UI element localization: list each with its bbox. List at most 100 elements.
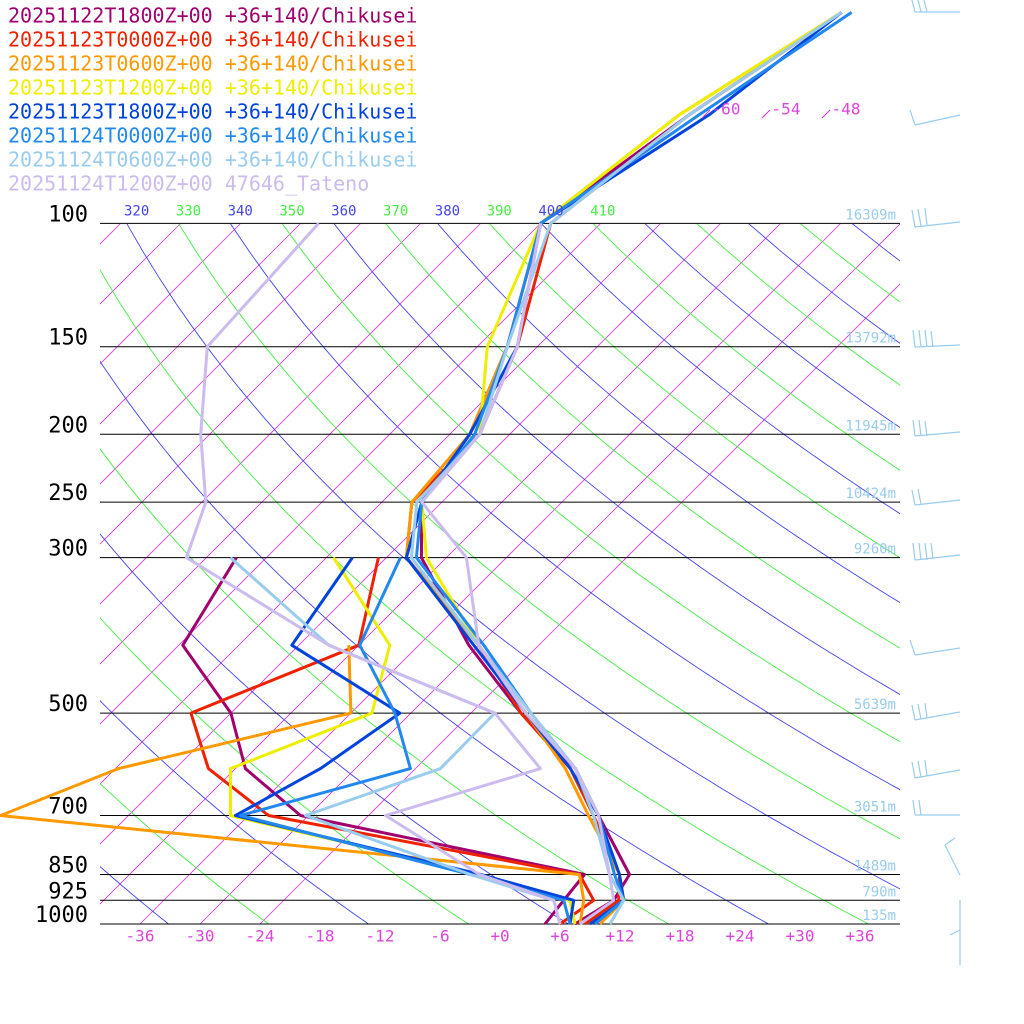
dry-adiabat	[592, 224, 900, 471]
wind-barb	[909, 639, 961, 656]
height-label: 135m	[862, 908, 896, 924]
height-label: 11945m	[845, 418, 896, 434]
isotherm	[100, 224, 601, 725]
legend-entry: 20251123T1800Z+00 +36+140/Chikusei	[8, 100, 417, 124]
temperature-line	[420, 223, 616, 926]
dry-adiabat	[541, 224, 900, 515]
y-tick-label: 850	[48, 854, 88, 879]
legend-entry: 20251123T1200Z+00 +36+140/Chikusei	[8, 76, 417, 100]
x-tick-label: -12	[366, 927, 395, 946]
profiles	[0, 11, 853, 926]
adiabat-label: 320	[124, 203, 149, 219]
dewpoint-line	[0, 645, 586, 925]
dry-adiabat	[851, 224, 900, 262]
dry-adiabat	[100, 360, 769, 924]
adiabat-label: 410	[590, 203, 615, 219]
isotherm	[199, 224, 900, 924]
wind-barb	[911, 207, 961, 228]
dry-adiabat	[100, 448, 669, 924]
x-tick-label: +6	[550, 927, 569, 946]
isotherm	[100, 224, 661, 785]
legend-entry: 20251123T0000Z+00 +36+140/Chikusei	[8, 28, 417, 52]
adiabat-label: 330	[176, 203, 201, 219]
x-tick-label: +36	[846, 927, 875, 946]
isotherm-label: -60	[712, 100, 741, 119]
wind-barb	[944, 837, 961, 876]
y-tick-label: 200	[48, 413, 88, 438]
y-tick-label: 300	[48, 537, 88, 562]
y-tick-label: 700	[48, 794, 88, 819]
wind-barb	[911, 488, 961, 506]
x-tick-label: -6	[430, 927, 449, 946]
dewpoint-line	[181, 556, 586, 925]
height-label: 3051m	[854, 799, 896, 815]
height-label: 5639m	[854, 697, 896, 713]
adiabat-label: 370	[383, 203, 408, 219]
dry-adiabat	[696, 224, 900, 386]
wind-barb	[911, 0, 960, 13]
dry-adiabat	[385, 224, 900, 649]
legend-entry: 20251124T0600Z+00 +36+140/Chikusei	[8, 148, 417, 172]
isotherm	[100, 224, 241, 365]
adiabat-label: 340	[228, 203, 253, 219]
height-label: 13792m	[845, 331, 896, 347]
isotherm	[100, 224, 361, 485]
adiabat-label: 400	[538, 203, 563, 219]
height-label: 1489m	[854, 859, 896, 875]
y-tick-label: 925	[48, 879, 88, 904]
y-tick-label: 500	[48, 692, 88, 717]
dry-adiabat	[904, 223, 1024, 924]
adiabat-label: 350	[279, 203, 304, 219]
height-label: 790m	[862, 884, 896, 900]
legend-entry: 20251124T1200Z+00 47646_Tateno	[8, 172, 369, 196]
height-label: 10424m	[845, 486, 896, 502]
temperature-line	[414, 11, 853, 926]
wind-barb	[911, 759, 961, 779]
dry-adiabat	[748, 224, 900, 344]
temperature-line	[404, 11, 843, 926]
isotherm-tick	[701, 109, 711, 119]
wind-barb	[912, 542, 961, 561]
dry-adiabat	[489, 224, 900, 559]
y-tick-label: 1000	[35, 903, 88, 928]
dry-adiabat	[800, 224, 900, 303]
wind-barb	[912, 799, 960, 816]
x-tick-label: -30	[186, 927, 215, 946]
legend-entry: 20251123T0600Z+00 +36+140/Chikusei	[8, 52, 417, 76]
dewpoint-line	[229, 556, 562, 925]
dry-adiabat	[955, 223, 1024, 924]
temperature-line	[404, 11, 843, 926]
wind-barb	[949, 900, 961, 965]
x-tick-label: +30	[786, 927, 815, 946]
dewpoint-line	[184, 222, 562, 925]
x-tick-label: -24	[246, 927, 275, 946]
dry-adiabat	[437, 224, 900, 604]
x-tick-label: -18	[306, 927, 335, 946]
dry-adiabat	[644, 224, 900, 428]
x-tick-label: +24	[726, 927, 755, 946]
isotherm	[100, 224, 421, 545]
x-tick-label: +0	[490, 927, 509, 946]
dewpoint-line	[239, 556, 572, 925]
y-tick-label: 250	[48, 481, 88, 506]
height-label: 16309m	[845, 207, 896, 223]
y-tick-label: 150	[48, 326, 88, 351]
height-label: 9260m	[854, 542, 896, 558]
wind-barb	[912, 419, 961, 437]
x-tick-label: +18	[666, 927, 695, 946]
dewpoint-line	[189, 557, 596, 926]
legend-entry: 20251124T0000Z+00 +36+140/Chikusei	[8, 124, 417, 148]
isotherm	[259, 283, 900, 924]
y-tick-label: 100	[48, 202, 88, 227]
labels: 320 330 340 350 360 370 380 390 400 410 -60 -54 -48 1…	[8, 4, 896, 946]
isotherm-tick	[821, 109, 831, 119]
temperature-line	[404, 11, 843, 926]
legend-entry: 20251122T1800Z+00 +36+140/Chikusei	[8, 4, 417, 28]
isotherm	[0, 223, 1, 924]
adiabat-label: 380	[435, 203, 460, 219]
wind-barb	[909, 109, 961, 126]
wind-barbs	[909, 0, 961, 965]
x-tick-label: -36	[126, 927, 155, 946]
axes	[100, 222, 900, 925]
